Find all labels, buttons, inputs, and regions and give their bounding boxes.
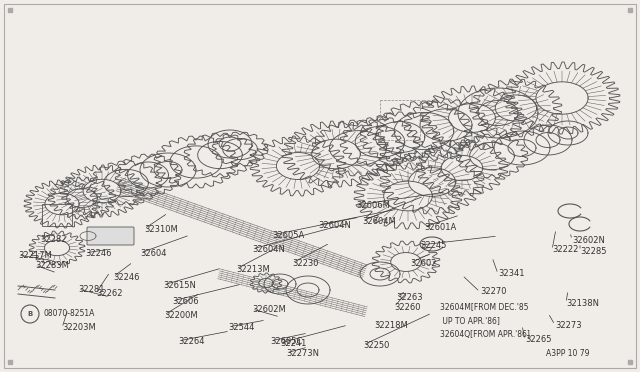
Text: 32218M: 32218M [374,321,408,330]
Bar [42,204,72,226]
Text: 32203M: 32203M [62,324,96,333]
Text: 32246: 32246 [113,273,140,282]
Text: 32260: 32260 [394,302,420,311]
Text: 32273: 32273 [555,321,582,330]
Text: 32602M: 32602M [252,305,285,314]
Text: 32602: 32602 [410,259,436,267]
Text: 32604M[FROM DEC.'85: 32604M[FROM DEC.'85 [440,302,529,311]
Text: 32341: 32341 [498,269,525,279]
Text: 32605A: 32605A [272,231,304,240]
Text: 32263: 32263 [396,292,422,301]
Text: 32606: 32606 [172,296,198,305]
Text: 08070-8251A: 08070-8251A [43,310,94,318]
Text: 32310M: 32310M [144,224,178,234]
Text: 32200M: 32200M [164,311,198,320]
Text: 32213M: 32213M [236,264,269,273]
FancyBboxPatch shape [87,227,134,245]
Text: 32273N: 32273N [286,349,319,357]
Text: 32262: 32262 [96,289,122,298]
Text: 32241: 32241 [280,339,307,347]
Text: 32601A: 32601A [424,222,456,231]
Text: 32217M: 32217M [18,250,52,260]
Text: 32138N: 32138N [566,298,599,308]
Text: 32283M: 32283M [35,260,69,269]
Text: 32615N: 32615N [163,280,196,289]
Text: 32250: 32250 [363,340,389,350]
Text: B: B [28,311,33,317]
Text: 32604N: 32604N [318,221,351,230]
Text: 32281: 32281 [78,285,104,294]
Text: 32604: 32604 [140,248,166,257]
Text: 32602N: 32602N [572,235,605,244]
Text: 32544: 32544 [228,323,254,331]
Text: 32246: 32246 [85,248,111,257]
Text: 32605C: 32605C [270,337,302,346]
Text: 32604N: 32604N [252,244,285,253]
Text: 32245: 32245 [420,241,446,250]
Text: 32604Q[FROM APR.'86]: 32604Q[FROM APR.'86] [440,330,530,340]
Text: 32270: 32270 [480,288,506,296]
Text: 32230: 32230 [292,259,319,267]
Text: 32264: 32264 [178,337,205,346]
Text: 32606M: 32606M [356,201,390,209]
Text: 32222: 32222 [552,246,579,254]
Text: 32285: 32285 [580,247,607,256]
Text: UP TO APR.'86]: UP TO APR.'86] [440,317,500,326]
Text: 32265: 32265 [525,336,552,344]
Text: 32604M: 32604M [362,217,396,225]
Text: A3PP 10 79: A3PP 10 79 [547,350,590,359]
Text: 32282: 32282 [40,234,67,244]
